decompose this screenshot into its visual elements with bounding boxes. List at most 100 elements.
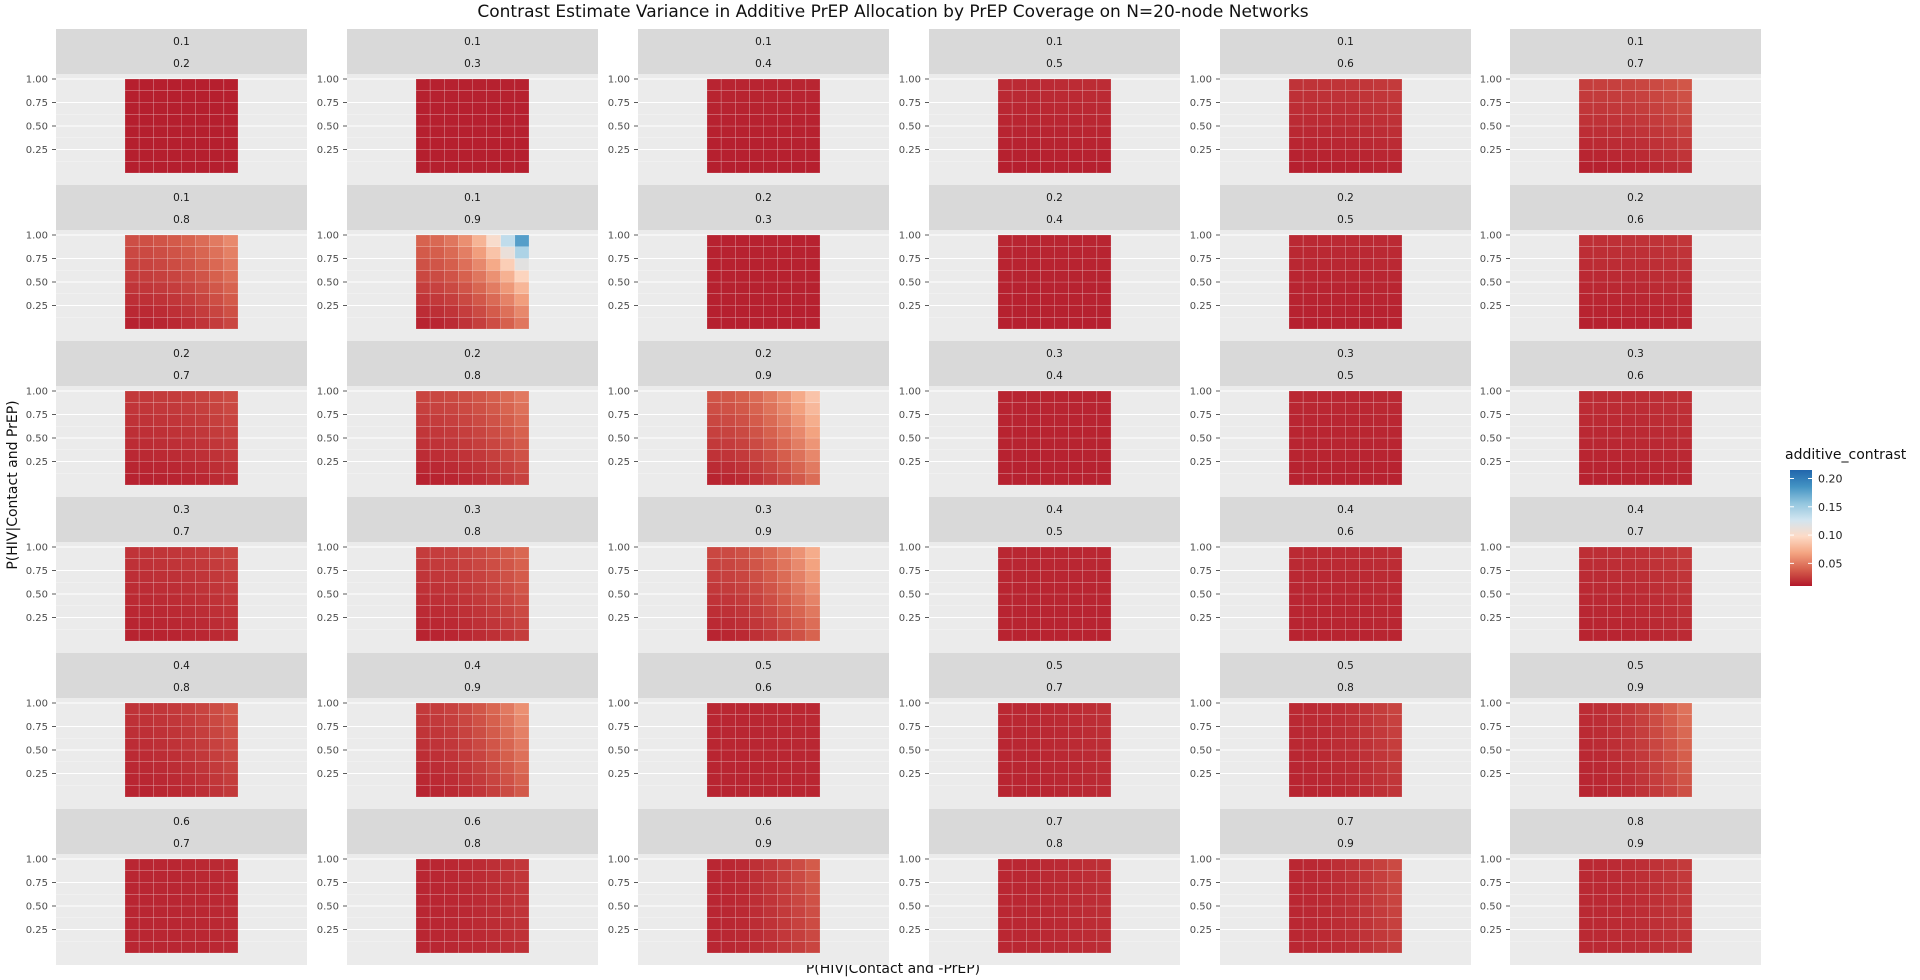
- heatmap-tile: [429, 870, 445, 883]
- heatmap-tile: [124, 917, 140, 930]
- y-tick-label: 0.25: [899, 457, 921, 468]
- heatmap-tile: [1317, 293, 1332, 306]
- heatmap-tile: [749, 102, 764, 115]
- heatmap-tile: [195, 558, 211, 571]
- heatmap-tile: [500, 426, 516, 439]
- heatmap-tile: [514, 570, 530, 583]
- y-tick-label: 1.00: [317, 231, 339, 242]
- heatmap-tile: [167, 293, 182, 306]
- heatmap-tile: [777, 305, 793, 318]
- heatmap-tile: [1054, 605, 1069, 618]
- heatmap-tile: [124, 546, 140, 559]
- heatmap-tile: [1054, 234, 1069, 247]
- heatmap-tile: [444, 761, 459, 774]
- strip-label-top: 0.3: [173, 504, 190, 516]
- heatmap-tile: [1578, 414, 1594, 427]
- y-tick-label: 0.50: [899, 278, 921, 289]
- heatmap-tile: [124, 402, 140, 415]
- heatmap-tile: [458, 702, 473, 715]
- heatmap-tile: [735, 90, 750, 103]
- heatmap-tile: [1387, 941, 1403, 954]
- heatmap-tile: [1607, 870, 1622, 883]
- heatmap-tile: [805, 858, 821, 871]
- heatmap-tile: [181, 749, 196, 762]
- heatmap-tile: [1387, 894, 1403, 907]
- y-tick-label: 0.25: [1480, 925, 1502, 936]
- heatmap-tile: [1677, 293, 1693, 306]
- heatmap-tile: [223, 390, 239, 403]
- facet-panel: 0.30.80.250.500.751.00: [317, 497, 598, 653]
- legend-title: additive_contrast: [1785, 447, 1907, 463]
- heatmap-tile: [1663, 582, 1679, 595]
- heatmap-tile: [791, 473, 807, 486]
- heatmap-tile: [1649, 894, 1665, 907]
- heatmap-tile: [153, 894, 168, 907]
- heatmap-tile: [1040, 785, 1055, 798]
- heatmap-tile: [167, 941, 182, 954]
- heatmap-tile: [997, 785, 1013, 798]
- heatmap-tile: [223, 426, 239, 439]
- heatmap-tile: [209, 390, 225, 403]
- heatmap-tile: [472, 449, 487, 462]
- heatmap-tile: [777, 785, 793, 798]
- heatmap-tile: [1068, 882, 1084, 895]
- heatmap-tile: [1635, 137, 1650, 150]
- heatmap-tile: [1096, 570, 1112, 583]
- heatmap-tile: [1054, 726, 1069, 739]
- heatmap-tile: [181, 137, 196, 150]
- facet-strip: [347, 29, 598, 74]
- heatmap-tile: [1387, 437, 1403, 450]
- heatmap-tile: [1082, 749, 1098, 762]
- heatmap-tile: [124, 90, 140, 103]
- heatmap-tile: [749, 629, 764, 642]
- strip-label-bottom: 0.6: [755, 682, 772, 694]
- heatmap-tile: [1317, 858, 1332, 871]
- heatmap-tile: [1011, 305, 1027, 318]
- heatmap-tile: [444, 317, 459, 330]
- heatmap-tile: [1607, 605, 1622, 618]
- heatmap-tile: [181, 449, 196, 462]
- heatmap-tile: [1054, 473, 1069, 486]
- heatmap-tile: [1635, 617, 1650, 630]
- heatmap-tile: [458, 461, 473, 474]
- heatmap-tile: [458, 726, 473, 739]
- heatmap-tile: [223, 78, 239, 91]
- heatmap-tile: [1607, 773, 1622, 786]
- heatmap-tile: [429, 293, 445, 306]
- heatmap-tile: [138, 582, 154, 595]
- heatmap-tile: [1649, 234, 1665, 247]
- heatmap-tile: [514, 582, 530, 595]
- heatmap-tile: [1607, 617, 1622, 630]
- heatmap-tile: [1677, 102, 1693, 115]
- heatmap-tile: [1677, 305, 1693, 318]
- heatmap-tile: [791, 738, 807, 751]
- heatmap-tile: [1302, 570, 1318, 583]
- heatmap-tile: [153, 761, 168, 774]
- strip-label-top: 0.7: [1337, 816, 1354, 828]
- heatmap-tile: [1288, 317, 1304, 330]
- heatmap-tile: [1359, 593, 1375, 606]
- heatmap-tile: [1663, 161, 1679, 174]
- heatmap-tile: [1026, 714, 1041, 727]
- heatmap-tile: [1635, 917, 1650, 930]
- heatmap-tile: [1578, 582, 1594, 595]
- y-tick-label: 1.00: [899, 543, 921, 554]
- heatmap-tile: [153, 125, 168, 138]
- heatmap-tile: [1096, 593, 1112, 606]
- heatmap-tile: [1607, 702, 1622, 715]
- heatmap-tile: [500, 293, 516, 306]
- y-tick-label: 0.50: [1190, 434, 1212, 445]
- heatmap-tile: [1345, 905, 1360, 918]
- facet-strip: [1220, 29, 1471, 74]
- heatmap-tile: [997, 317, 1013, 330]
- heatmap-tile: [1621, 929, 1636, 942]
- heatmap-tile: [1317, 617, 1332, 630]
- heatmap-tile: [749, 426, 764, 439]
- heatmap-tile: [415, 582, 431, 595]
- heatmap-tile: [1082, 738, 1098, 751]
- heatmap-tile: [1359, 894, 1375, 907]
- heatmap-tile: [735, 305, 750, 318]
- heatmap-tile: [1607, 437, 1622, 450]
- heatmap-tile: [124, 870, 140, 883]
- strip-label-bottom: 0.7: [1046, 682, 1063, 694]
